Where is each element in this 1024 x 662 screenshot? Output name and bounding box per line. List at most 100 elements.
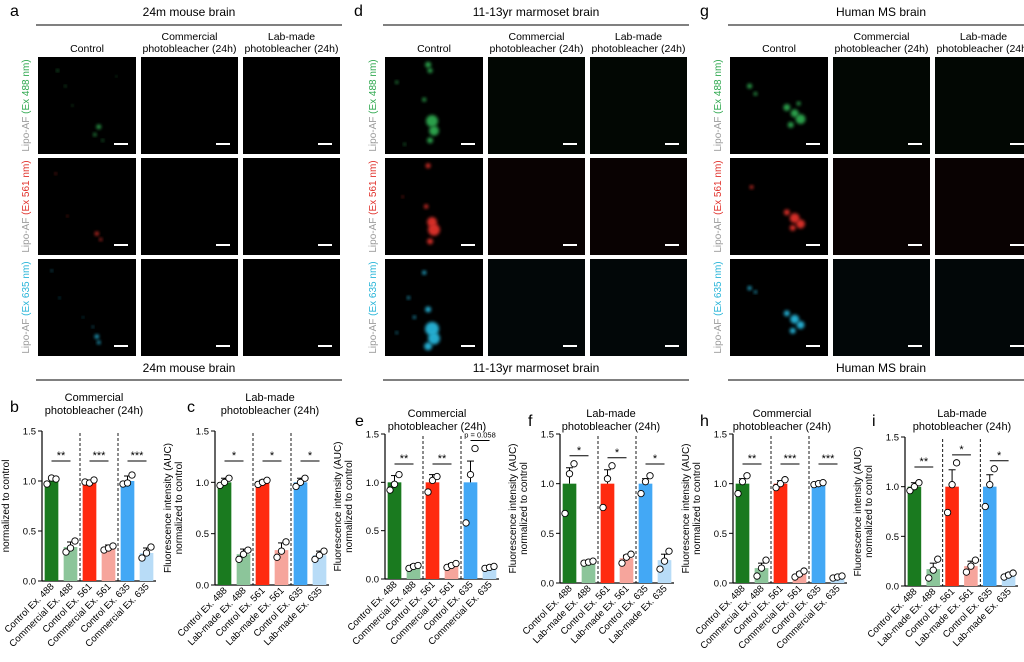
data-point [570,460,578,468]
bar [425,482,440,579]
data-point [943,508,952,517]
row-label-channel: (Ex 488 nm) [713,59,724,113]
autofluorescence-spot [795,114,806,125]
autofluorescence-spot [50,269,53,272]
y-tick-label: 0.0 [714,579,727,590]
micrograph-tile [833,259,930,356]
residual-haze [488,259,585,356]
data-point [734,489,742,498]
row-label-prefix: Lipo-AF [713,114,724,152]
y-axis-label: normalized to control [519,462,530,555]
data-point [646,472,654,480]
data-point [452,559,460,568]
row-label-channel: (Ex 561 nm) [713,160,724,214]
row-label-prefix: Lipo-AF [21,316,32,354]
bar [82,481,97,581]
micrograph-tile [243,259,340,356]
panel-letter-f: f [528,413,533,430]
micrograph-tile [833,158,930,255]
column-label: Control [70,43,104,55]
data-point [128,471,136,479]
data-point [967,562,975,570]
micrograph-tile [488,158,585,255]
bar [792,574,807,583]
autofluorescence-spot [429,125,439,136]
micrograph-background [243,57,340,154]
micrograph-background [38,158,136,255]
chart-title: photobleacher (24h) [45,405,143,417]
data-point [838,572,846,580]
data-point [743,472,751,480]
chart-title: Lab-made [245,392,295,404]
micrograph-tile [488,57,585,154]
column-label: photobleacher (24h) [937,43,1024,55]
significance-label: ** [438,453,447,465]
autofluorescence-spot [91,325,94,328]
data-point [665,547,673,555]
y-tick-label: 1.5 [23,427,36,438]
data-point [239,550,248,558]
chart-group-title: 24m mouse brain [143,361,236,375]
autofluorescence-spot [54,172,57,175]
y-tick-label: 0.0 [366,575,379,586]
row-label: Lipo-AF (Ex 488 nm) [713,59,724,151]
autofluorescence-spot [407,296,411,300]
y-axis-label: Fluorescence intensity (AUC) [508,443,519,573]
micrograph-background [488,158,585,255]
residual-haze [590,158,687,255]
data-point [776,480,785,488]
data-point [428,476,437,485]
data-point [660,557,669,565]
data-point [589,557,597,565]
panel-letter-i: i [872,413,876,430]
row-label-prefix: Lipo-AF [368,316,379,354]
autofluorescence-spot [796,219,806,229]
bar [945,486,959,586]
micrograph-background [935,158,1024,255]
y-tick-label: 0.5 [23,527,36,538]
residual-haze [590,259,687,356]
y-tick-label: 0.5 [541,529,554,540]
data-point [561,509,569,518]
chart-title: photobleacher (24h) [562,421,660,433]
row-label-channel: (Ex 561 nm) [368,160,379,214]
autofluorescence-spot [401,195,404,198]
bar [44,481,59,581]
data-point [123,479,132,487]
data-point [925,574,933,582]
micrograph-tile [243,158,340,255]
autofluorescence-spot [425,163,431,169]
column-label: Lab-made [960,31,1007,43]
data-point [962,568,971,576]
grid-title: 24m mouse brain [143,5,236,19]
residual-haze [488,158,585,255]
y-tick-label: 0.5 [196,529,209,540]
row-label: Lipo-AF (Ex 561 nm) [368,160,379,252]
data-point [618,559,626,567]
data-point [565,470,574,478]
micrograph-tile [833,57,930,154]
bar-charts: Commercial photobleacher (24h) Fluorescenc… [0,392,1018,652]
autofluorescence-spot [783,103,791,111]
data-point [490,562,498,571]
data-point [424,488,432,496]
autofluorescence-spot [93,133,97,137]
autofluorescence-spot [71,104,74,107]
bar [735,483,750,583]
data-point [390,480,399,488]
significance-label: * [997,450,1002,462]
micrograph-background [590,158,687,255]
residual-haze [833,57,930,154]
chart-title: Lab-made [586,408,636,420]
data-point [138,554,146,562]
data-point [986,481,994,489]
data-point [906,486,914,495]
autofluorescence-spot [790,314,800,324]
significance-label: ** [57,450,66,462]
chart-title: Commercial [408,408,467,420]
y-tick-label: 0.5 [366,526,379,537]
micrograph-background [243,259,340,356]
row-label: Lipo-AF (Ex 488 nm) [21,59,32,151]
y-tick-label: 1.0 [886,482,899,493]
